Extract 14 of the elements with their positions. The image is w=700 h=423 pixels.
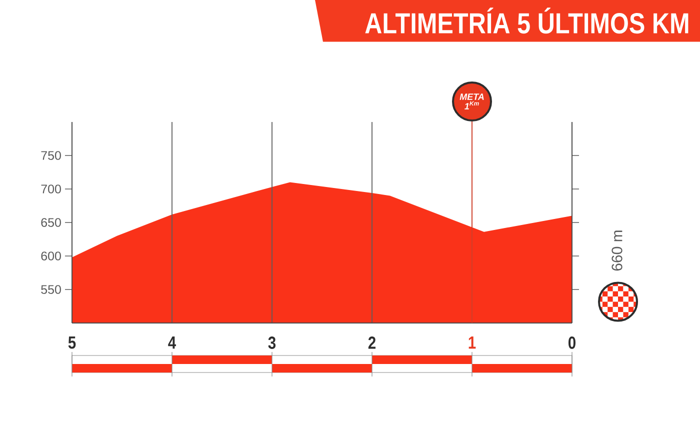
- y-tick-label: 750: [41, 151, 61, 160]
- x-tick-label: 2: [368, 336, 376, 349]
- y-tick-label: 550: [41, 285, 61, 294]
- y-tick-label: 700: [41, 184, 61, 194]
- chart-title: ALTIMETRÍA 5 ÚLTIMOS KM: [365, 8, 688, 34]
- y-tick-label: 600: [41, 252, 61, 260]
- y-tick-label: 650: [41, 218, 61, 227]
- x-tick-label: 0: [568, 336, 576, 349]
- text: 660 m: [612, 230, 622, 271]
- x-tick-label: 1: [468, 336, 476, 349]
- x-tick-label: 5: [68, 336, 76, 349]
- x-tick-label: 3: [268, 336, 276, 349]
- ref-line-label: META 1$^{Km}$: [460, 94, 484, 110]
- x-tick-label: 4: [168, 336, 176, 349]
